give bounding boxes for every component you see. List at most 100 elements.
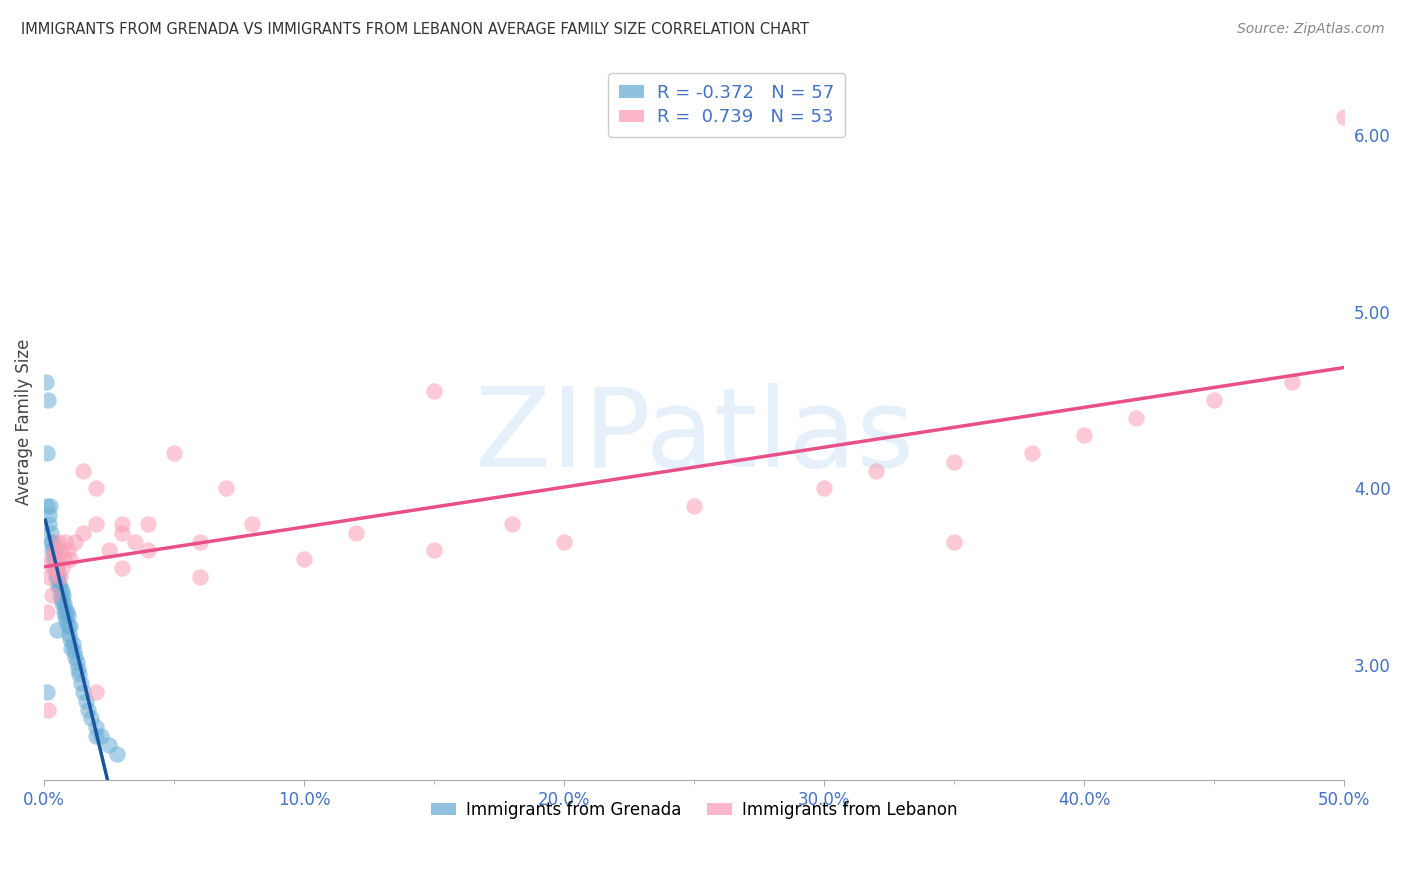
Point xyxy=(41,588,63,602)
Point xyxy=(423,384,446,399)
Point xyxy=(84,482,107,496)
Point xyxy=(66,662,89,676)
Point xyxy=(58,619,80,633)
Point xyxy=(60,640,83,655)
Point xyxy=(35,605,58,619)
Point xyxy=(37,499,59,513)
Point xyxy=(46,623,69,637)
Point xyxy=(59,632,82,646)
Point xyxy=(35,446,58,460)
Point xyxy=(65,655,87,669)
Point xyxy=(90,729,112,743)
Point xyxy=(111,516,134,531)
Point xyxy=(48,579,70,593)
Point xyxy=(501,516,523,531)
Point xyxy=(124,534,146,549)
Point xyxy=(39,534,62,549)
Point xyxy=(48,570,70,584)
Point xyxy=(84,729,107,743)
Point xyxy=(51,597,73,611)
Point xyxy=(44,552,66,566)
Point xyxy=(163,446,186,460)
Point xyxy=(111,561,134,575)
Point xyxy=(37,393,59,408)
Point xyxy=(84,516,107,531)
Point xyxy=(77,702,100,716)
Point xyxy=(42,552,65,566)
Point xyxy=(39,552,62,566)
Point xyxy=(215,482,238,496)
Point xyxy=(72,685,94,699)
Point xyxy=(42,543,65,558)
Point xyxy=(46,552,69,566)
Point xyxy=(1204,393,1226,408)
Point xyxy=(53,597,76,611)
Legend: Immigrants from Grenada, Immigrants from Lebanon: Immigrants from Grenada, Immigrants from… xyxy=(425,795,965,826)
Point xyxy=(111,525,134,540)
Point xyxy=(65,649,87,664)
Text: Source: ZipAtlas.com: Source: ZipAtlas.com xyxy=(1237,22,1385,37)
Point xyxy=(188,534,211,549)
Point xyxy=(41,525,63,540)
Text: ZIPatlas: ZIPatlas xyxy=(475,383,914,490)
Point xyxy=(53,608,76,623)
Point xyxy=(292,552,315,566)
Point xyxy=(1281,376,1303,390)
Point xyxy=(45,561,67,575)
Point xyxy=(51,561,73,575)
Point xyxy=(105,747,128,761)
Point xyxy=(49,591,72,606)
Point xyxy=(80,711,103,725)
Point xyxy=(55,614,77,628)
Y-axis label: Average Family Size: Average Family Size xyxy=(15,339,32,506)
Point xyxy=(59,552,82,566)
Point xyxy=(136,516,159,531)
Point xyxy=(46,570,69,584)
Point xyxy=(46,579,69,593)
Point xyxy=(1073,428,1095,442)
Point xyxy=(37,702,59,716)
Point xyxy=(72,525,94,540)
Point xyxy=(813,482,835,496)
Point xyxy=(38,516,60,531)
Point xyxy=(1021,446,1043,460)
Point xyxy=(45,561,67,575)
Point xyxy=(52,552,75,566)
Point xyxy=(56,619,79,633)
Point xyxy=(52,588,75,602)
Point xyxy=(943,455,966,469)
Point xyxy=(62,637,84,651)
Point xyxy=(55,601,77,615)
Point xyxy=(98,543,121,558)
Point xyxy=(63,644,86,658)
Point xyxy=(72,464,94,478)
Point xyxy=(38,499,60,513)
Point xyxy=(46,561,69,575)
Point xyxy=(49,579,72,593)
Point xyxy=(423,543,446,558)
Point xyxy=(48,570,70,584)
Text: IMMIGRANTS FROM GRENADA VS IMMIGRANTS FROM LEBANON AVERAGE FAMILY SIZE CORRELATI: IMMIGRANTS FROM GRENADA VS IMMIGRANTS FR… xyxy=(21,22,808,37)
Point xyxy=(56,608,79,623)
Point xyxy=(65,534,87,549)
Point xyxy=(42,561,65,575)
Point xyxy=(52,605,75,619)
Point xyxy=(41,543,63,558)
Point xyxy=(344,525,367,540)
Point xyxy=(53,534,76,549)
Point xyxy=(58,626,80,640)
Point xyxy=(98,738,121,752)
Point xyxy=(1333,110,1355,124)
Point xyxy=(45,570,67,584)
Point xyxy=(35,376,58,390)
Point xyxy=(240,516,263,531)
Point xyxy=(553,534,575,549)
Point xyxy=(75,694,97,708)
Point xyxy=(67,667,90,681)
Point xyxy=(48,534,70,549)
Point xyxy=(38,570,60,584)
Point xyxy=(943,534,966,549)
Point xyxy=(1125,410,1147,425)
Point xyxy=(136,543,159,558)
Point xyxy=(49,543,72,558)
